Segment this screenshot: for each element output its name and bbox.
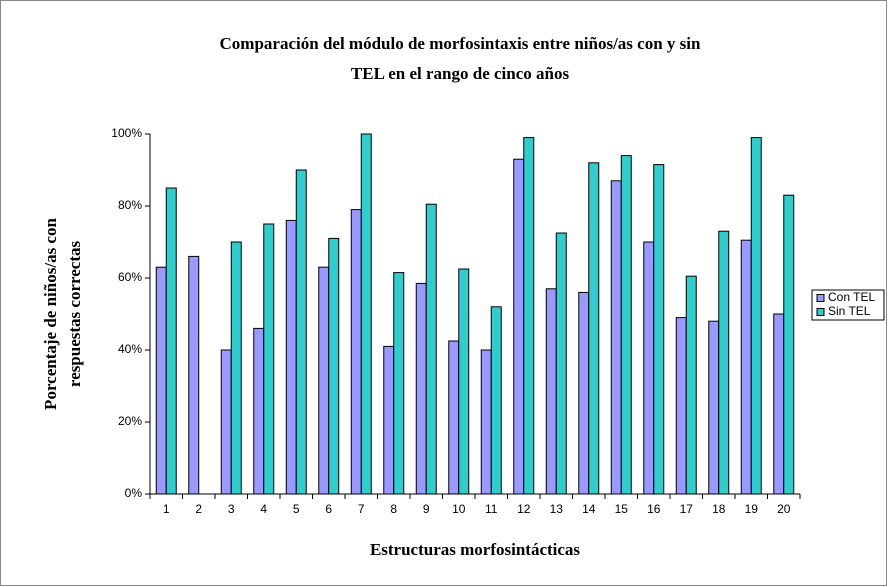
- legend-label: Con TEL: [828, 290, 875, 304]
- legend-swatch: [816, 308, 825, 316]
- bar: [708, 320, 720, 495]
- y-axis-title-group: Porcentaje de niños/as con respuestas co…: [41, 218, 84, 410]
- bar: [253, 327, 265, 495]
- bar: [545, 288, 557, 495]
- x-tick-label: 6: [325, 502, 332, 516]
- y-axis-title: Porcentaje de niños/as con: [41, 218, 60, 410]
- x-tick-label: 19: [745, 502, 759, 516]
- x-tick-label: 18: [712, 502, 726, 516]
- bar: [220, 349, 232, 495]
- bar: [230, 241, 242, 495]
- bar: [263, 223, 275, 495]
- x-axis-title: Estructuras morfosintácticas: [370, 540, 580, 559]
- x-tick-label: 11: [485, 502, 498, 516]
- bar: [523, 137, 535, 495]
- bar: [783, 194, 795, 495]
- bar: [425, 203, 437, 495]
- x-tick-label: 17: [680, 502, 694, 516]
- chart-title: Comparación del módulo de morfosintaxis …: [220, 34, 701, 53]
- x-tick-label: 4: [260, 502, 267, 516]
- bar: [448, 340, 460, 495]
- y-tick-label: 60%: [118, 270, 142, 284]
- x-tick-label: 8: [390, 502, 397, 516]
- x-tick-label: 13: [550, 502, 564, 516]
- x-tick-label: 7: [358, 502, 365, 516]
- bar: [620, 155, 632, 495]
- x-tick-label: 15: [615, 502, 629, 516]
- x-tick-label: 20: [777, 502, 791, 516]
- bar: [555, 232, 567, 495]
- bar: [350, 209, 362, 495]
- bar: [578, 291, 590, 495]
- y-tick-label: 20%: [118, 414, 142, 428]
- x-tick-label: 1: [163, 502, 170, 516]
- y-tick-label: 40%: [118, 342, 142, 356]
- bar: [653, 164, 665, 495]
- bar: [740, 239, 752, 495]
- bar: [750, 137, 762, 495]
- x-tick-label: 16: [647, 502, 661, 516]
- y-tick-label: 80%: [118, 198, 142, 212]
- y-tick-label: 100%: [111, 126, 142, 140]
- bar: [513, 158, 525, 495]
- bar: [718, 230, 730, 495]
- bar: [188, 255, 200, 495]
- chart-title: TEL en el rango de cinco años: [351, 64, 570, 83]
- bar: [480, 349, 492, 495]
- bar: [643, 241, 655, 495]
- bar: [458, 268, 470, 495]
- x-tick-label: 3: [228, 502, 235, 516]
- y-axis-title: respuestas correctas: [65, 241, 84, 388]
- bar: [360, 133, 372, 495]
- bar: [318, 266, 330, 495]
- bar: [165, 187, 177, 495]
- x-tick-label: 5: [293, 502, 300, 516]
- bar: [155, 266, 167, 495]
- bar: [285, 219, 297, 495]
- bar: [490, 306, 502, 495]
- bar: [610, 180, 622, 495]
- y-tick-label: 0%: [125, 486, 143, 500]
- x-tick-label: 9: [423, 502, 430, 516]
- x-tick-label: 12: [517, 502, 531, 516]
- bar: [675, 317, 687, 495]
- bar: [685, 275, 697, 495]
- bar: [383, 345, 395, 495]
- legend-swatch: [816, 294, 825, 302]
- bar: [773, 313, 785, 495]
- bar: [588, 162, 600, 495]
- x-tick-label: 14: [582, 502, 596, 516]
- bar: [328, 237, 340, 495]
- bar: [415, 282, 427, 495]
- x-tick-label: 2: [195, 502, 202, 516]
- bar: [295, 169, 307, 495]
- legend-label: Sin TEL: [828, 304, 871, 318]
- x-tick-label: 10: [452, 502, 466, 516]
- bar: [393, 272, 405, 495]
